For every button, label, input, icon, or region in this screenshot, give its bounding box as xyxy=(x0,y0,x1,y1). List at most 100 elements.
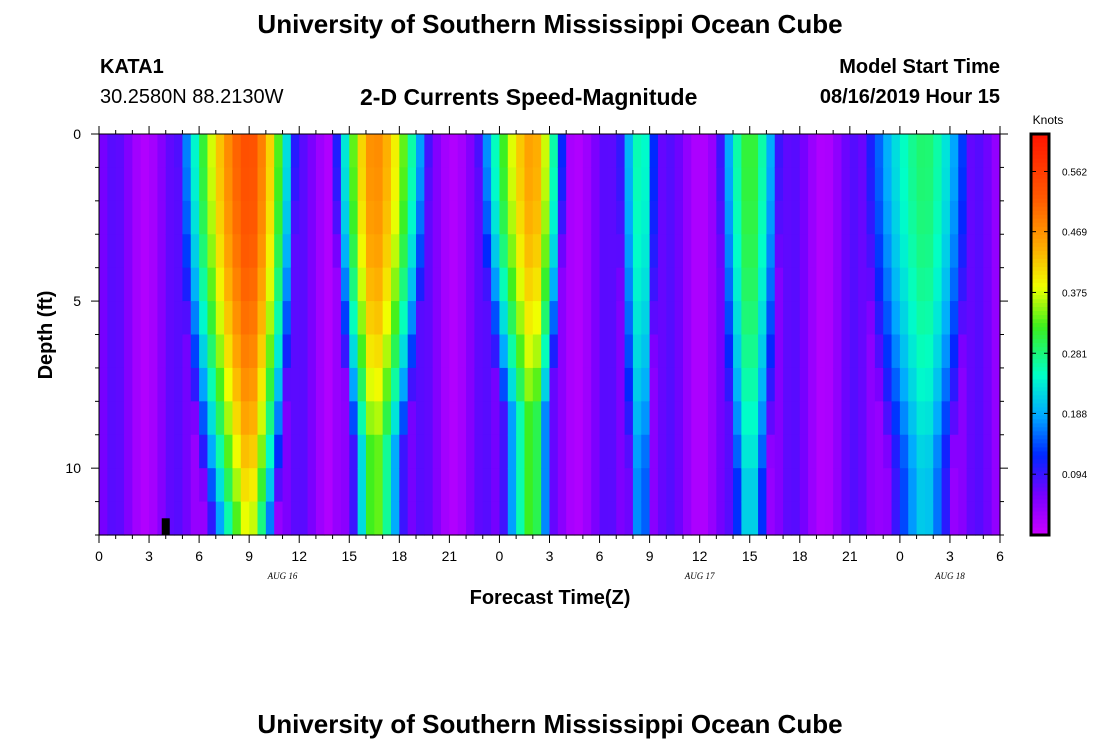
heatmap-cell xyxy=(933,234,943,269)
heatmap-cell xyxy=(741,468,751,503)
heatmap-cell xyxy=(207,434,217,469)
heatmap-cell xyxy=(716,334,726,369)
heatmap-cell xyxy=(274,134,284,169)
heatmap-cell xyxy=(799,501,809,536)
heatmap-cell xyxy=(274,468,284,503)
heatmap-cell xyxy=(491,200,501,235)
heatmap-cell xyxy=(374,134,384,169)
heatmap-cell xyxy=(407,267,417,302)
heatmap-cell xyxy=(457,234,467,269)
heatmap-cell xyxy=(499,334,509,369)
heatmap-cell xyxy=(466,167,476,202)
heatmap-cell xyxy=(407,200,417,235)
heatmap-cell xyxy=(783,301,793,336)
heatmap-cell xyxy=(299,468,309,503)
colorbar-segment xyxy=(1031,266,1049,271)
heatmap-cell xyxy=(307,301,317,336)
heatmap-cell xyxy=(124,267,133,302)
heatmap-cell xyxy=(958,367,968,402)
colorbar-tick-label: 0.469 xyxy=(1062,228,1087,239)
heatmap-cell xyxy=(858,334,868,369)
heatmap-cell xyxy=(766,234,776,269)
heatmap-cell xyxy=(182,301,192,336)
heatmap-cell xyxy=(541,401,551,436)
heatmap-cell xyxy=(949,167,959,202)
heatmap-cell xyxy=(849,301,859,336)
heatmap-cell xyxy=(365,134,375,169)
colorbar-segment xyxy=(1031,510,1049,516)
heatmap-cell xyxy=(499,501,509,536)
heatmap-cell xyxy=(224,234,234,269)
heatmap-cell xyxy=(891,200,901,235)
heatmap-cell xyxy=(766,301,776,336)
heatmap-cell xyxy=(691,267,701,302)
heatmap-cell xyxy=(549,434,559,469)
heatmap-cell xyxy=(941,134,951,169)
heatmap-cell xyxy=(282,401,292,436)
heatmap-cell xyxy=(891,367,901,402)
heatmap-cell xyxy=(549,367,559,402)
heatmap-cell xyxy=(632,367,642,402)
heatmap-cell xyxy=(99,267,108,302)
heatmap-cell xyxy=(207,468,217,503)
heatmap-cell xyxy=(224,501,234,536)
heatmap-cell xyxy=(783,468,793,503)
colorbar-segment xyxy=(1031,214,1049,219)
colorbar-segment xyxy=(1031,502,1049,508)
heatmap-cell xyxy=(733,234,742,269)
heatmap-cell xyxy=(824,167,834,202)
heatmap-cell xyxy=(758,134,767,169)
heatmap-cell xyxy=(741,401,751,436)
heatmap-cell xyxy=(649,434,659,469)
heatmap-cell xyxy=(849,501,859,536)
colorbar-tick-label: 0.094 xyxy=(1062,470,1087,481)
heatmap-cell xyxy=(165,434,175,469)
heatmap-cell xyxy=(416,367,425,402)
heatmap-cell xyxy=(240,401,250,436)
heatmap-cell xyxy=(791,334,801,369)
heatmap-cell xyxy=(591,434,601,469)
heatmap-cell xyxy=(724,267,734,302)
heatmap-cell xyxy=(724,367,734,402)
heatmap-cell xyxy=(557,334,567,369)
heatmap-cell xyxy=(424,134,434,169)
heatmap-cell xyxy=(290,468,300,503)
heatmap-cell xyxy=(591,167,601,202)
heatmap-cell xyxy=(974,434,984,469)
heatmap-cell xyxy=(741,501,751,536)
heatmap-cell xyxy=(432,267,442,302)
heatmap-cell xyxy=(507,367,517,402)
heatmap-cell xyxy=(232,301,242,336)
heatmap-cell xyxy=(174,468,184,503)
heatmap-cell xyxy=(666,234,676,269)
heatmap-cell xyxy=(399,134,409,169)
date-label: AUG 18 xyxy=(934,571,965,581)
heatmap-cell xyxy=(424,267,434,302)
heatmap-cell xyxy=(240,334,250,369)
heatmap-cell xyxy=(758,367,767,402)
heatmap-cell xyxy=(482,134,492,169)
heatmap-cell xyxy=(632,434,642,469)
heatmap-cell xyxy=(607,501,617,536)
heatmap-cell xyxy=(607,334,617,369)
heatmap-cell xyxy=(424,401,434,436)
heatmap-cell xyxy=(607,401,617,436)
heatmap-cell xyxy=(524,167,534,202)
heatmap-cell xyxy=(591,267,601,302)
heatmap-cell xyxy=(182,234,192,269)
heatmap-cell xyxy=(232,367,242,402)
heatmap-cell xyxy=(199,501,209,536)
heatmap-cell xyxy=(441,134,450,169)
heatmap-cell xyxy=(724,434,734,469)
heatmap-cell xyxy=(557,367,567,402)
heatmap-cell xyxy=(749,434,759,469)
heatmap-cell xyxy=(282,167,292,202)
heatmap-cell xyxy=(666,401,676,436)
heatmap-cell xyxy=(749,334,759,369)
heatmap-cell xyxy=(891,267,901,302)
heatmap-cell xyxy=(682,334,692,369)
heatmap-cell xyxy=(390,167,400,202)
heatmap-cell xyxy=(866,334,876,369)
heatmap-cell xyxy=(190,301,200,336)
heatmap-cell xyxy=(482,401,492,436)
